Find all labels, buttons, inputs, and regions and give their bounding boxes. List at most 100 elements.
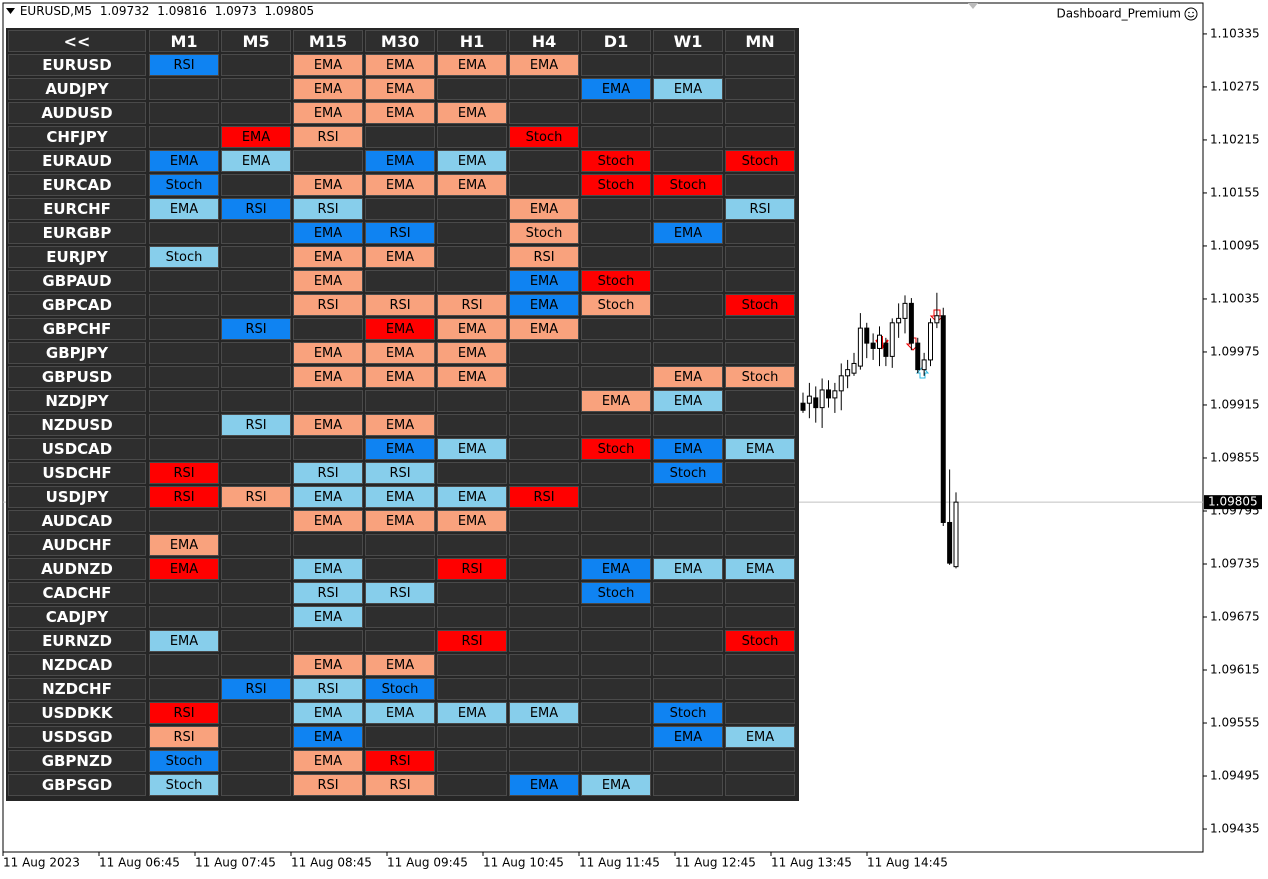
signal-cell[interactable]: RSI	[293, 294, 363, 316]
signal-cell[interactable]: EMA	[293, 726, 363, 748]
signal-cell[interactable]: EMA	[293, 366, 363, 388]
signal-cell[interactable]: EMA	[293, 246, 363, 268]
signal-cell[interactable]: Stoch	[653, 174, 723, 196]
signal-cell[interactable]: EMA	[293, 750, 363, 772]
signal-cell[interactable]: Stoch	[365, 678, 435, 700]
signal-cell[interactable]: EMA	[149, 630, 219, 652]
signal-cell[interactable]: EMA	[365, 318, 435, 340]
signal-cell[interactable]: EMA	[437, 174, 507, 196]
signal-cell[interactable]: EMA	[437, 702, 507, 724]
signal-cell[interactable]: EMA	[509, 294, 579, 316]
signal-cell[interactable]: RSI	[293, 774, 363, 796]
signal-cell[interactable]: EMA	[149, 150, 219, 172]
signal-cell[interactable]: EMA	[653, 390, 723, 412]
pair-cell[interactable]: GBPCAD	[8, 294, 146, 316]
signal-cell[interactable]: RSI	[365, 222, 435, 244]
signal-cell[interactable]: EMA	[653, 726, 723, 748]
signal-cell[interactable]: EMA	[365, 174, 435, 196]
signal-cell[interactable]: RSI	[221, 414, 291, 436]
signal-cell[interactable]: RSI	[149, 462, 219, 484]
signal-cell[interactable]: EMA	[509, 318, 579, 340]
signal-cell[interactable]: EMA	[725, 726, 795, 748]
signal-cell[interactable]: RSI	[293, 582, 363, 604]
signal-cell[interactable]: EMA	[437, 366, 507, 388]
signal-cell[interactable]: RSI	[293, 126, 363, 148]
signal-cell[interactable]: Stoch	[149, 174, 219, 196]
pair-cell[interactable]: CADJPY	[8, 606, 146, 628]
pair-cell[interactable]: NZDCHF	[8, 678, 146, 700]
signal-cell[interactable]: EMA	[221, 150, 291, 172]
pair-cell[interactable]: CHFJPY	[8, 126, 146, 148]
signal-cell[interactable]: Stoch	[581, 294, 651, 316]
signal-cell[interactable]: EMA	[725, 558, 795, 580]
pair-cell[interactable]: EURNZD	[8, 630, 146, 652]
signal-cell[interactable]: Stoch	[725, 294, 795, 316]
signal-cell[interactable]: EMA	[365, 102, 435, 124]
signal-cell[interactable]: EMA	[437, 318, 507, 340]
pair-cell[interactable]: GBPSGD	[8, 774, 146, 796]
signal-cell[interactable]: EMA	[437, 342, 507, 364]
signal-cell[interactable]: EMA	[437, 102, 507, 124]
signal-cell[interactable]: EMA	[509, 774, 579, 796]
signal-cell[interactable]: Stoch	[581, 174, 651, 196]
signal-cell[interactable]: EMA	[365, 342, 435, 364]
pair-cell[interactable]: AUDCHF	[8, 534, 146, 556]
signal-cell[interactable]: EMA	[437, 510, 507, 532]
signal-cell[interactable]: EMA	[653, 558, 723, 580]
signal-cell[interactable]: Stoch	[581, 438, 651, 460]
signal-cell[interactable]: RSI	[221, 678, 291, 700]
signal-cell[interactable]: Stoch	[653, 462, 723, 484]
signal-cell[interactable]: EMA	[365, 414, 435, 436]
signal-cell[interactable]: EMA	[365, 246, 435, 268]
pair-cell[interactable]: USDCAD	[8, 438, 146, 460]
signal-cell[interactable]: Stoch	[509, 126, 579, 148]
pair-cell[interactable]: AUDCAD	[8, 510, 146, 532]
signal-cell[interactable]: RSI	[365, 294, 435, 316]
signal-cell[interactable]: EMA	[293, 222, 363, 244]
signal-cell[interactable]: EMA	[509, 270, 579, 292]
signal-cell[interactable]: RSI	[221, 318, 291, 340]
signal-cell[interactable]: Stoch	[725, 150, 795, 172]
pair-cell[interactable]: USDSGD	[8, 726, 146, 748]
signal-cell[interactable]: EMA	[365, 654, 435, 676]
signal-cell[interactable]: EMA	[509, 702, 579, 724]
pair-cell[interactable]: GBPJPY	[8, 342, 146, 364]
signal-cell[interactable]: EMA	[293, 558, 363, 580]
signal-cell[interactable]: RSI	[365, 462, 435, 484]
pair-cell[interactable]: USDJPY	[8, 486, 146, 508]
signal-cell[interactable]: RSI	[365, 750, 435, 772]
pair-cell[interactable]: GBPNZD	[8, 750, 146, 772]
signal-cell[interactable]: EMA	[581, 774, 651, 796]
pair-cell[interactable]: CADCHF	[8, 582, 146, 604]
signal-cell[interactable]: EMA	[293, 78, 363, 100]
pair-cell[interactable]: USDCHF	[8, 462, 146, 484]
signal-cell[interactable]: EMA	[365, 486, 435, 508]
signal-cell[interactable]: Stoch	[149, 774, 219, 796]
signal-cell[interactable]: EMA	[293, 342, 363, 364]
pair-cell[interactable]: EURGBP	[8, 222, 146, 244]
signal-cell[interactable]: EMA	[365, 366, 435, 388]
pair-cell[interactable]: GBPAUD	[8, 270, 146, 292]
signal-cell[interactable]: Stoch	[581, 582, 651, 604]
signal-cell[interactable]: RSI	[293, 678, 363, 700]
signal-cell[interactable]: Stoch	[653, 702, 723, 724]
signal-cell[interactable]: Stoch	[725, 630, 795, 652]
signal-cell[interactable]: RSI	[365, 582, 435, 604]
signal-cell[interactable]: RSI	[509, 486, 579, 508]
signal-cell[interactable]: Stoch	[725, 366, 795, 388]
signal-cell[interactable]: EMA	[509, 198, 579, 220]
signal-cell[interactable]: RSI	[437, 558, 507, 580]
signal-cell[interactable]: EMA	[293, 654, 363, 676]
pair-cell[interactable]: AUDUSD	[8, 102, 146, 124]
signal-cell[interactable]: RSI	[293, 198, 363, 220]
signal-cell[interactable]: Stoch	[581, 270, 651, 292]
signal-cell[interactable]: RSI	[221, 198, 291, 220]
signal-cell[interactable]: Stoch	[149, 246, 219, 268]
pair-cell[interactable]: EURCAD	[8, 174, 146, 196]
signal-cell[interactable]: EMA	[725, 438, 795, 460]
signal-cell[interactable]: EMA	[365, 54, 435, 76]
signal-cell[interactable]: EMA	[653, 222, 723, 244]
signal-cell[interactable]: EMA	[149, 198, 219, 220]
signal-cell[interactable]: EMA	[365, 78, 435, 100]
pair-cell[interactable]: NZDJPY	[8, 390, 146, 412]
